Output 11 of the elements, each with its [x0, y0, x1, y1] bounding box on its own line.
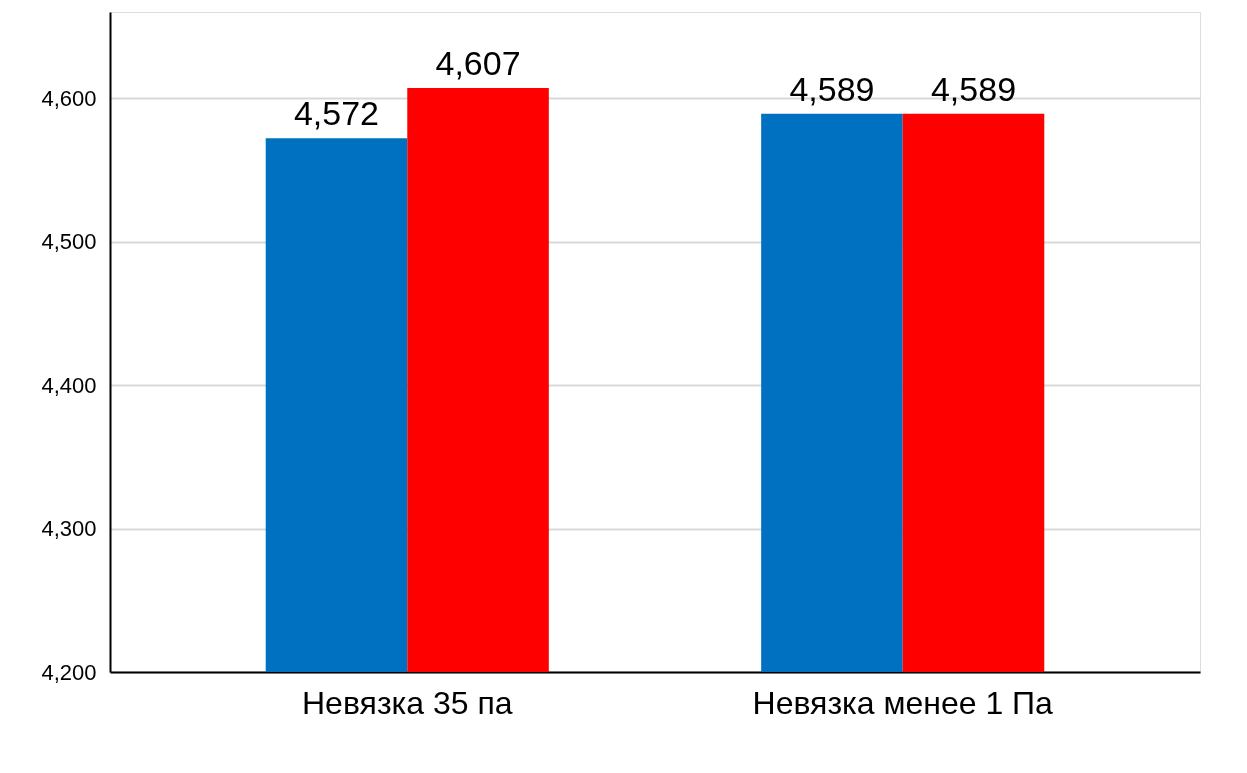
x-tick-label: Невязка 35 па [302, 684, 513, 721]
y-tick-label: 4,200 [41, 659, 97, 685]
y-tick-label: 4,500 [41, 229, 97, 255]
data-label: 4,589 [789, 69, 875, 108]
y-tick-label: 4,300 [41, 516, 97, 542]
data-label: 4,589 [930, 69, 1017, 108]
x-tick-label: Невязка менее 1 Па [752, 684, 1054, 721]
y-tick-label: 4,400 [41, 372, 97, 398]
y-tick-label: 4,600 [41, 85, 97, 111]
data-label: 4,572 [293, 94, 380, 133]
data-label: 4,607 [435, 44, 521, 83]
